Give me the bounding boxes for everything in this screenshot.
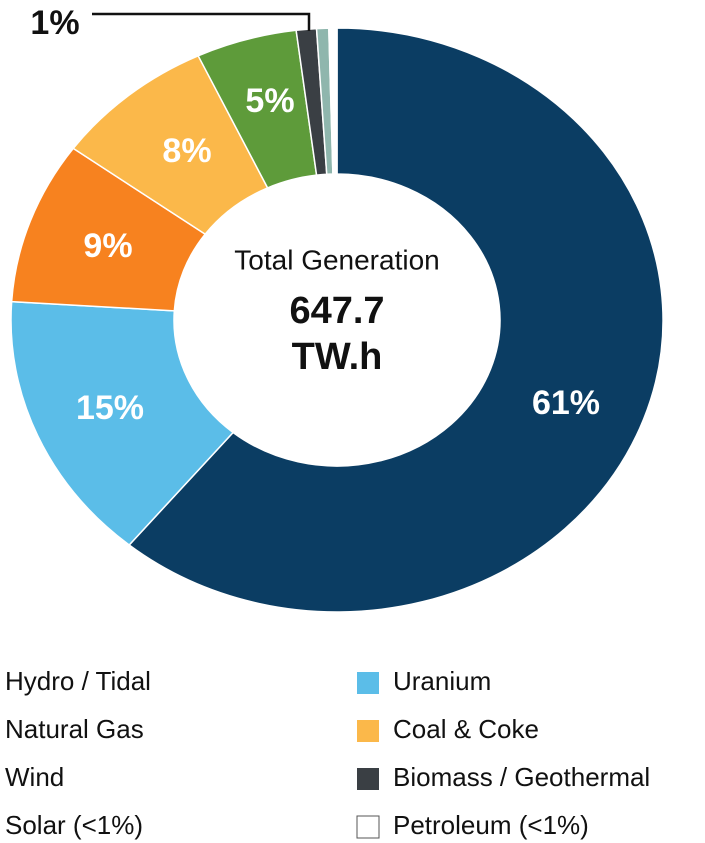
value-label: 5% (245, 82, 294, 120)
legend-swatch (357, 720, 379, 742)
legend-swatch (356, 815, 380, 839)
value-label: 61% (532, 384, 600, 422)
slice (10, 300, 235, 546)
slice (328, 27, 338, 175)
legend-label: Petroleum (<1%) (393, 810, 589, 840)
slice (128, 27, 664, 613)
value-label: 15% (76, 389, 144, 427)
legend-label: Wind (5, 762, 64, 792)
slices (10, 27, 664, 613)
center-total: 647.7 (289, 290, 384, 332)
legend-label: Biomass / Geothermal (393, 762, 650, 792)
leader-line (92, 12, 311, 31)
legend-label: Solar (<1%) (5, 810, 143, 840)
center-title: Total Generation (234, 244, 439, 275)
legend-label: Hydro / Tidal (5, 666, 151, 696)
legend-label: Natural Gas (5, 714, 144, 744)
center-unit: TW.h (292, 336, 383, 378)
value-label: 8% (162, 132, 211, 170)
legend-label: Coal & Coke (393, 714, 539, 744)
legend-label: Uranium (393, 666, 491, 696)
value-label: 9% (83, 227, 132, 265)
legend-swatch (357, 768, 379, 790)
value-label: 1% (30, 4, 79, 42)
legend-swatch (357, 672, 379, 694)
